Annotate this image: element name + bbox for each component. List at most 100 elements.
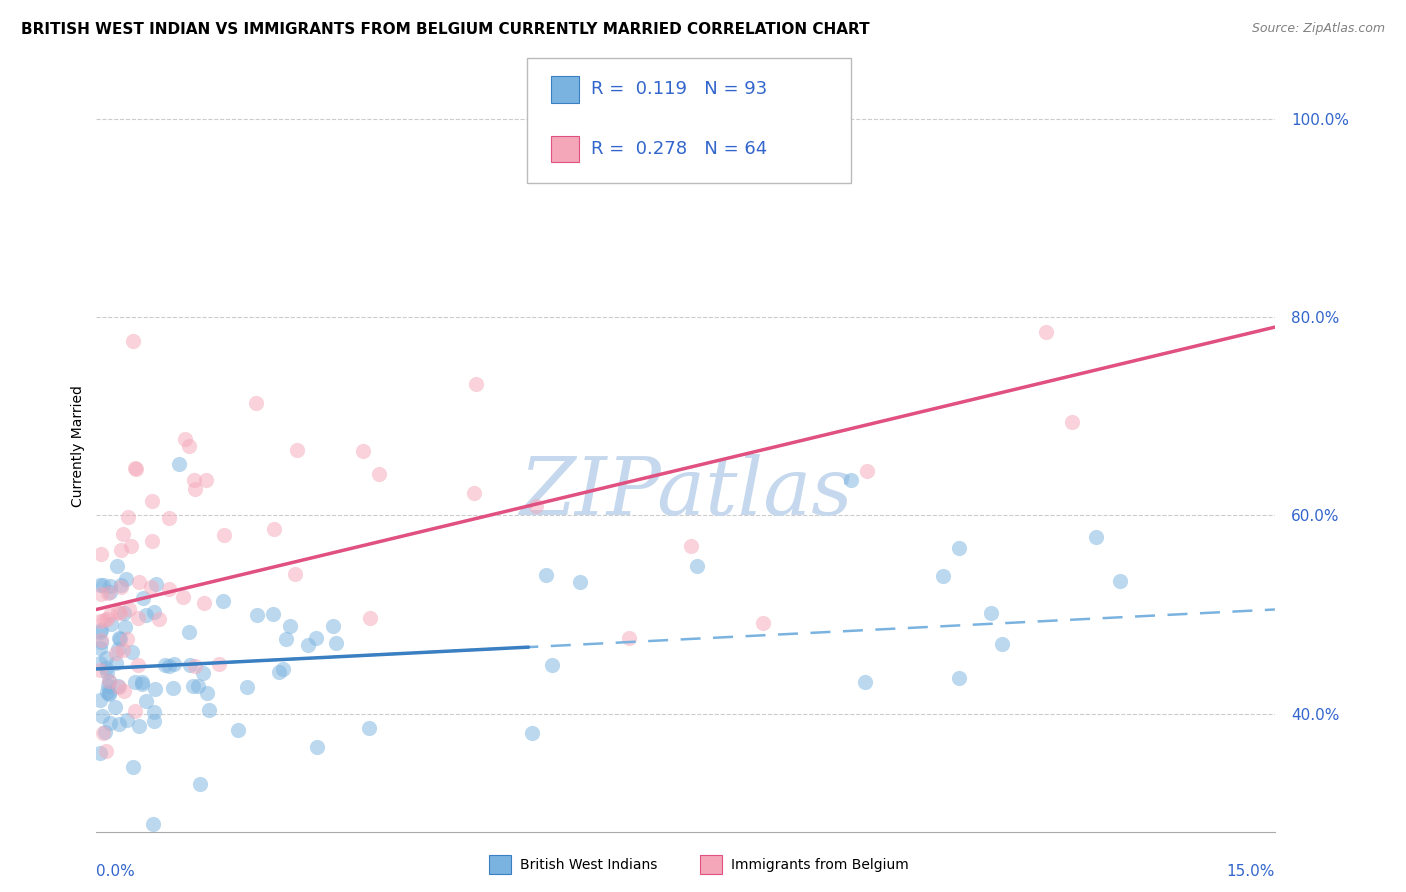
Point	[90, 634, 112, 648]
Point	[97, 586, 120, 600]
Point	[121, 645, 143, 659]
Point	[108, 631, 131, 645]
Point	[980, 607, 1002, 621]
Point	[89, 624, 111, 639]
Point	[96, 612, 118, 626]
Point	[157, 511, 180, 525]
Point	[96, 744, 118, 758]
Point	[278, 619, 301, 633]
Point	[93, 613, 115, 627]
Point	[157, 659, 180, 673]
Point	[172, 591, 194, 605]
Point	[90, 548, 112, 562]
Point	[93, 725, 115, 739]
Text: Immigrants from Belgium: Immigrants from Belgium	[731, 857, 908, 871]
Point	[112, 606, 135, 620]
Point	[184, 482, 207, 496]
Point	[98, 673, 121, 688]
Point	[112, 684, 135, 698]
Point	[105, 657, 128, 671]
Point	[271, 662, 294, 676]
Point	[153, 658, 176, 673]
Text: 15.0%: 15.0%	[1226, 863, 1275, 879]
Point	[520, 725, 543, 739]
Point	[991, 637, 1014, 651]
Point	[174, 433, 197, 447]
Point	[681, 539, 703, 553]
Point	[141, 580, 163, 594]
Point	[167, 457, 190, 471]
Text: Source: ZipAtlas.com: Source: ZipAtlas.com	[1251, 22, 1385, 36]
Point	[89, 746, 111, 760]
Point	[274, 632, 297, 647]
Point	[195, 686, 218, 700]
Point	[619, 631, 641, 645]
Point	[359, 611, 381, 625]
Point	[285, 442, 308, 457]
Point	[117, 713, 139, 727]
Point	[284, 566, 307, 581]
Point	[269, 665, 291, 679]
Point	[105, 559, 128, 574]
Point	[142, 705, 165, 719]
Point	[181, 679, 204, 693]
Point	[108, 680, 131, 694]
Point	[191, 666, 214, 681]
Point	[188, 777, 211, 791]
Point	[98, 607, 121, 622]
Point	[142, 714, 165, 728]
Point	[236, 680, 259, 694]
Point	[143, 605, 166, 619]
Point	[96, 685, 118, 699]
Point	[104, 700, 127, 714]
Point	[121, 759, 143, 773]
Point	[179, 625, 201, 640]
Point	[89, 578, 111, 592]
Point	[159, 582, 181, 597]
Point	[145, 577, 167, 591]
Point	[89, 693, 111, 707]
Point	[108, 632, 131, 647]
Point	[367, 467, 389, 481]
Point	[98, 585, 121, 599]
Text: 0.0%: 0.0%	[97, 863, 135, 879]
Point	[124, 704, 146, 718]
Point	[305, 631, 328, 645]
Point	[262, 607, 284, 622]
Point	[177, 438, 200, 452]
Point	[143, 682, 166, 697]
Point	[91, 578, 114, 592]
Point	[107, 642, 129, 657]
Point	[111, 642, 134, 657]
Point	[135, 693, 157, 707]
Text: R =  0.119   N = 93: R = 0.119 N = 93	[591, 80, 766, 98]
Point	[111, 526, 134, 541]
Point	[89, 632, 111, 647]
Point	[352, 444, 374, 458]
Point	[142, 817, 165, 831]
Point	[322, 618, 344, 632]
Point	[98, 687, 121, 701]
Point	[90, 623, 112, 637]
Text: R =  0.278   N = 64: R = 0.278 N = 64	[591, 140, 766, 158]
Point	[183, 658, 205, 673]
Point	[127, 658, 149, 673]
Point	[211, 593, 233, 607]
Point	[118, 602, 141, 616]
Point	[1062, 416, 1084, 430]
Point	[187, 679, 209, 693]
Point	[91, 709, 114, 723]
Point	[536, 568, 558, 582]
Text: British West Indians: British West Indians	[520, 857, 657, 871]
Point	[121, 334, 143, 349]
Point	[197, 703, 219, 717]
Point	[114, 620, 136, 634]
Point	[97, 673, 120, 688]
Point	[195, 473, 218, 487]
Point	[131, 677, 153, 691]
Point	[141, 494, 163, 508]
Text: BRITISH WEST INDIAN VS IMMIGRANTS FROM BELGIUM CURRENTLY MARRIED CORRELATION CHA: BRITISH WEST INDIAN VS IMMIGRANTS FROM B…	[21, 22, 870, 37]
Point	[125, 461, 148, 475]
Point	[839, 473, 862, 487]
Point	[98, 579, 121, 593]
